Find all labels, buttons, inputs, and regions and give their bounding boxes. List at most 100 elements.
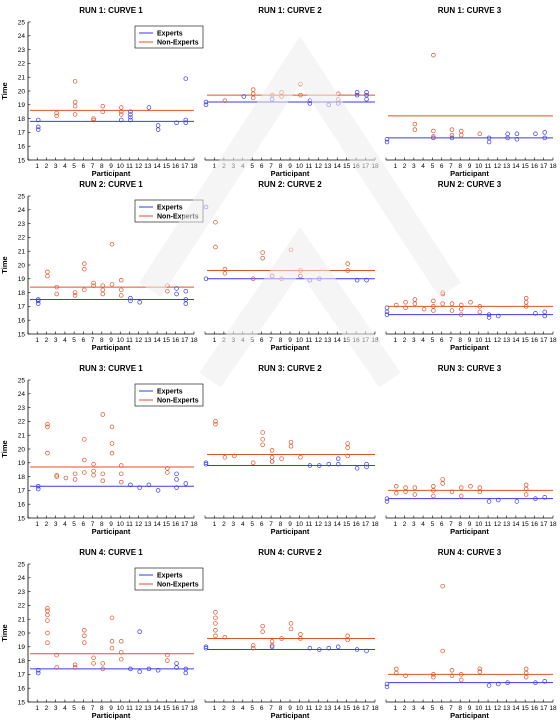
x-tick-label: 5: [250, 163, 254, 170]
x-tick-label: 17: [362, 521, 370, 528]
experts-point: [384, 309, 390, 315]
non-experts-point: [72, 477, 78, 482]
y-tick-label: 23: [18, 589, 26, 596]
x-tick-label: 7: [269, 705, 273, 712]
x-tick-label: 1: [393, 521, 397, 528]
non-experts-point: [458, 128, 464, 134]
x-tick-label: 11: [485, 163, 492, 170]
y-tick-label: 23: [18, 221, 26, 228]
chart-title: RUN 3: CURVE 3: [438, 364, 502, 373]
chart-panel-6: RUN 2: CURVE 31 2 3 4 5 6 7 8 9 10 11 12 13 14 15 16 17 1…: [384, 180, 557, 352]
x-tick-label: 4: [421, 163, 425, 170]
experts-point: [542, 495, 547, 500]
experts-point: [183, 301, 189, 306]
x-tick-label: 15: [522, 337, 530, 344]
experts-point: [486, 135, 492, 141]
x-tick-label: 12: [135, 163, 143, 170]
x-tick-label: 16: [352, 337, 360, 344]
y-tick-label: 25: [18, 19, 26, 26]
non-experts-point: [54, 284, 59, 290]
non-experts-point: [45, 618, 50, 623]
x-tick-label: 16: [172, 521, 180, 528]
legend-non-experts-label: Non-Experts: [157, 40, 199, 47]
non-experts-point: [109, 450, 115, 456]
y-tick-label: 18: [18, 116, 26, 123]
x-tick-label: 18: [190, 705, 198, 712]
x-axis-label: Participant: [92, 343, 131, 352]
non-experts-point: [213, 419, 218, 424]
y-tick-label: 25: [18, 561, 26, 568]
non-experts-point: [213, 633, 218, 639]
legend-non-experts-label: Non-Experts: [157, 214, 199, 221]
x-tick-label: 18: [549, 163, 557, 170]
experts-point: [35, 486, 41, 492]
non-experts-point: [82, 261, 87, 266]
experts-point: [354, 90, 360, 95]
x-tick-label: 18: [190, 163, 198, 170]
x-tick-label: 17: [181, 705, 189, 712]
non-experts-point: [100, 471, 106, 477]
x-tick-label: 10: [296, 521, 304, 528]
chart-panel-11: RUN 4: CURVE 21 2 3 4 5 6 7 8 9 10 11 12 13 14 15 16 17 1…: [203, 548, 379, 720]
experts-point: [533, 131, 538, 137]
y-tick-label: 20: [18, 262, 26, 269]
x-tick-label: 11: [126, 705, 133, 712]
x-tick-label: 7: [449, 337, 453, 344]
y-tick-label: 18: [18, 658, 26, 665]
x-tick-label: 2: [222, 705, 226, 712]
x-tick-label: 9: [468, 705, 472, 712]
y-axis-label: Time: [0, 82, 9, 99]
non-experts-point: [477, 304, 483, 309]
y-tick-label: 17: [18, 304, 26, 311]
experts-point: [203, 645, 209, 651]
non-experts-point: [82, 633, 87, 639]
x-tick-label: 13: [503, 705, 511, 712]
x-tick-label: 18: [371, 337, 379, 344]
x-tick-label: 4: [63, 337, 67, 344]
experts-point: [533, 680, 538, 685]
x-tick-label: 17: [540, 337, 548, 344]
non-experts-point: [100, 283, 106, 288]
non-experts-point: [91, 461, 96, 467]
non-experts-point: [72, 290, 78, 295]
y-tick-label: 19: [18, 644, 26, 651]
x-axis-label: Participant: [92, 711, 131, 720]
x-tick-label: 6: [82, 705, 86, 712]
x-tick-label: 3: [232, 163, 236, 170]
experts-point: [128, 666, 133, 672]
non-experts-point: [45, 612, 50, 618]
experts-point: [203, 460, 209, 466]
x-tick-label: 1: [35, 521, 39, 528]
y-tick-label: 16: [18, 318, 26, 325]
non-experts-point: [298, 632, 303, 637]
non-experts-point: [458, 302, 464, 308]
experts-point: [364, 90, 369, 95]
x-tick-label: 17: [181, 521, 189, 528]
experts-point: [128, 109, 133, 114]
y-tick-label: 16: [18, 502, 26, 509]
x-tick-label: 4: [63, 521, 67, 528]
y-tick-label: 24: [18, 33, 26, 40]
non-experts-point: [260, 437, 265, 442]
non-experts-point: [118, 277, 124, 283]
x-tick-label: 7: [449, 521, 453, 528]
non-experts-point: [100, 412, 106, 417]
non-experts-point: [431, 52, 436, 58]
non-experts-point: [431, 304, 436, 309]
experts-point: [384, 496, 390, 501]
experts-point: [183, 670, 189, 676]
experts-point: [542, 135, 547, 141]
chart-panel-4: RUN 2: CURVE 11 2 3 4 5 6 7 8 9 10 11 12 13 14 15 16 17 1…: [0, 180, 204, 352]
x-tick-label: 3: [412, 337, 416, 344]
experts-point: [155, 127, 161, 132]
x-tick-label: 18: [190, 337, 198, 344]
x-tick-label: 13: [144, 163, 152, 170]
non-experts-point: [403, 485, 408, 490]
x-tick-label: 5: [431, 337, 435, 344]
non-experts-point: [72, 293, 78, 298]
x-tick-label: 13: [144, 521, 152, 528]
experts-point: [354, 647, 360, 652]
y-tick-label: 21: [18, 617, 26, 624]
non-experts-point: [260, 629, 265, 634]
non-experts-point: [250, 95, 256, 101]
